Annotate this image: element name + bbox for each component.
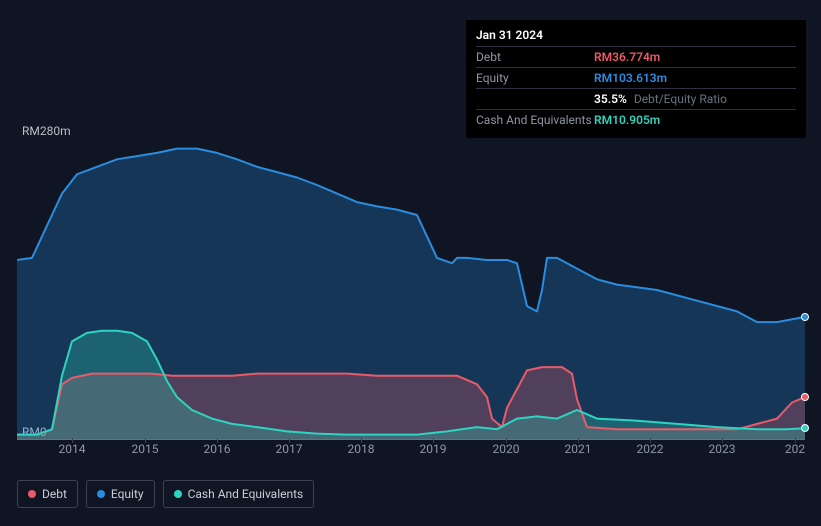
tooltip-row: Cash And EquivalentsRM10.905m — [476, 110, 796, 130]
tooltip-row-value: 35.5% Debt/Equity Ratio — [594, 92, 727, 106]
x-tick-label: 2015 — [132, 442, 159, 456]
legend-item-cash[interactable]: Cash And Equivalents — [163, 480, 315, 508]
x-axis: 2014 2015 2016 2017 2018 2019 2020 2021 2022 2023… — [17, 442, 805, 462]
tooltip-row-value: RM10.905m — [594, 113, 660, 127]
hover-tooltip: Jan 31 2024 DebtRM36.774mEquityRM103.613… — [466, 20, 806, 138]
legend-item-label: Equity — [111, 487, 144, 501]
y-axis-max-label: RM280m — [22, 124, 71, 138]
endpoint-marker-equity — [801, 313, 809, 321]
tooltip-row-label: Cash And Equivalents — [476, 113, 594, 127]
x-tick-label: 2021 — [565, 442, 592, 456]
legend-item-label: Debt — [42, 487, 67, 501]
x-tick-label: 2022 — [637, 442, 664, 456]
tooltip-row: EquityRM103.613m — [476, 68, 796, 89]
tooltip-row-label — [476, 92, 594, 106]
legend-item-equity[interactable]: Equity — [86, 480, 155, 508]
legend: Debt Equity Cash And Equivalents — [17, 480, 314, 508]
x-tick-label: 2017 — [276, 442, 303, 456]
tooltip-row-value: RM103.613m — [594, 71, 667, 85]
tooltip-date: Jan 31 2024 — [476, 28, 796, 47]
x-tick-label: 202 — [785, 442, 805, 456]
chart-plot-area[interactable] — [17, 140, 805, 440]
x-tick-label: 2014 — [59, 442, 86, 456]
chart-svg — [17, 140, 805, 440]
x-tick-label: 2020 — [493, 442, 520, 456]
tooltip-row-value: RM36.774m — [594, 50, 660, 64]
tooltip-row-label: Debt — [476, 50, 594, 64]
chart-container: Jan 31 2024 DebtRM36.774mEquityRM103.613… — [0, 0, 821, 526]
endpoint-marker-debt — [801, 393, 809, 401]
endpoint-marker-cash — [801, 424, 809, 432]
tooltip-row-sublabel: Debt/Equity Ratio — [631, 92, 727, 106]
tooltip-row: 35.5% Debt/Equity Ratio — [476, 89, 796, 110]
x-tick-label: 2018 — [348, 442, 375, 456]
legend-dot-icon — [97, 490, 105, 498]
legend-item-label: Cash And Equivalents — [188, 487, 304, 501]
legend-dot-icon — [28, 490, 36, 498]
x-tick-label: 2023 — [709, 442, 736, 456]
tooltip-row: DebtRM36.774m — [476, 47, 796, 68]
legend-dot-icon — [174, 490, 182, 498]
x-tick-label: 2016 — [204, 442, 231, 456]
legend-item-debt[interactable]: Debt — [17, 480, 78, 508]
tooltip-row-label: Equity — [476, 71, 594, 85]
x-tick-label: 2019 — [420, 442, 447, 456]
